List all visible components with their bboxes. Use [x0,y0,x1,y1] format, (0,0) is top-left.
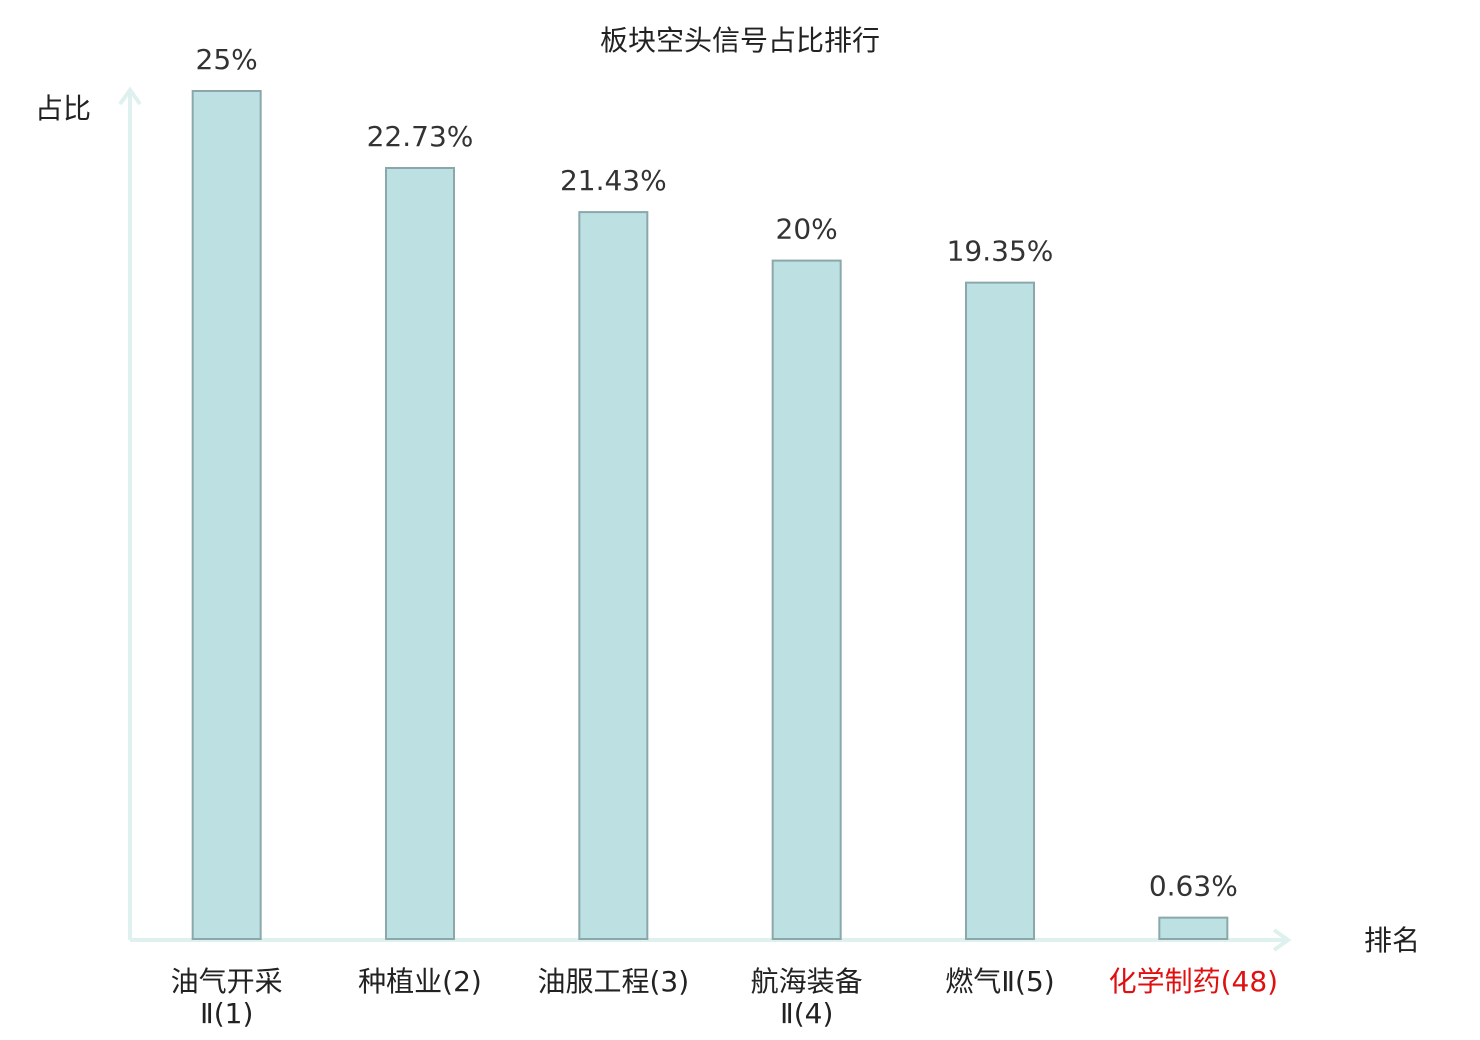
x-tick-label-line: Ⅱ(1) [200,997,253,1030]
bar [965,281,1035,940]
value-label: 19.35% [947,235,1054,268]
bar [771,259,842,941]
x-tick-label-line: Ⅱ(4) [780,997,833,1030]
x-tick-label-line: 化学制药(48) [1109,965,1278,998]
x-tick-label: 油气开采 Ⅱ(1) [171,965,283,1030]
x-axis-arrow [1272,928,1292,952]
x-tick-label: 种植业(2) [358,965,482,998]
x-axis-label: 排名 [1364,924,1420,957]
y-axis-arrow [118,86,142,106]
x-tick-label: 化学制药(48) [1109,965,1278,998]
x-tick-label-line: 油气开采 [171,965,283,998]
x-tick-label: 航海装备 Ⅱ(4) [751,965,863,1030]
bar [578,211,649,940]
value-label: 20% [776,213,838,246]
y-axis-label: 占比 [35,92,91,125]
axes [118,86,1292,952]
bar [191,90,262,940]
chart-title: 板块空头信号占比排行 [600,24,880,57]
value-label: 25% [196,43,258,76]
bar [385,166,455,940]
x-tick-label-line: 航海装备 [751,965,863,998]
x-tick-label: 油服工程(3) [537,965,689,998]
x-tick-label-line: 油服工程(3) [537,965,689,998]
value-label: 22.73% [367,120,474,153]
x-tick-label-line: 燃气Ⅱ(5) [945,965,1054,998]
x-tick-label-line: 种植业(2) [358,965,482,998]
value-label: 0.63% [1149,870,1238,903]
value-label: 21.43% [560,164,667,197]
x-tick-label: 燃气Ⅱ(5) [945,965,1054,998]
bar [1158,916,1229,940]
